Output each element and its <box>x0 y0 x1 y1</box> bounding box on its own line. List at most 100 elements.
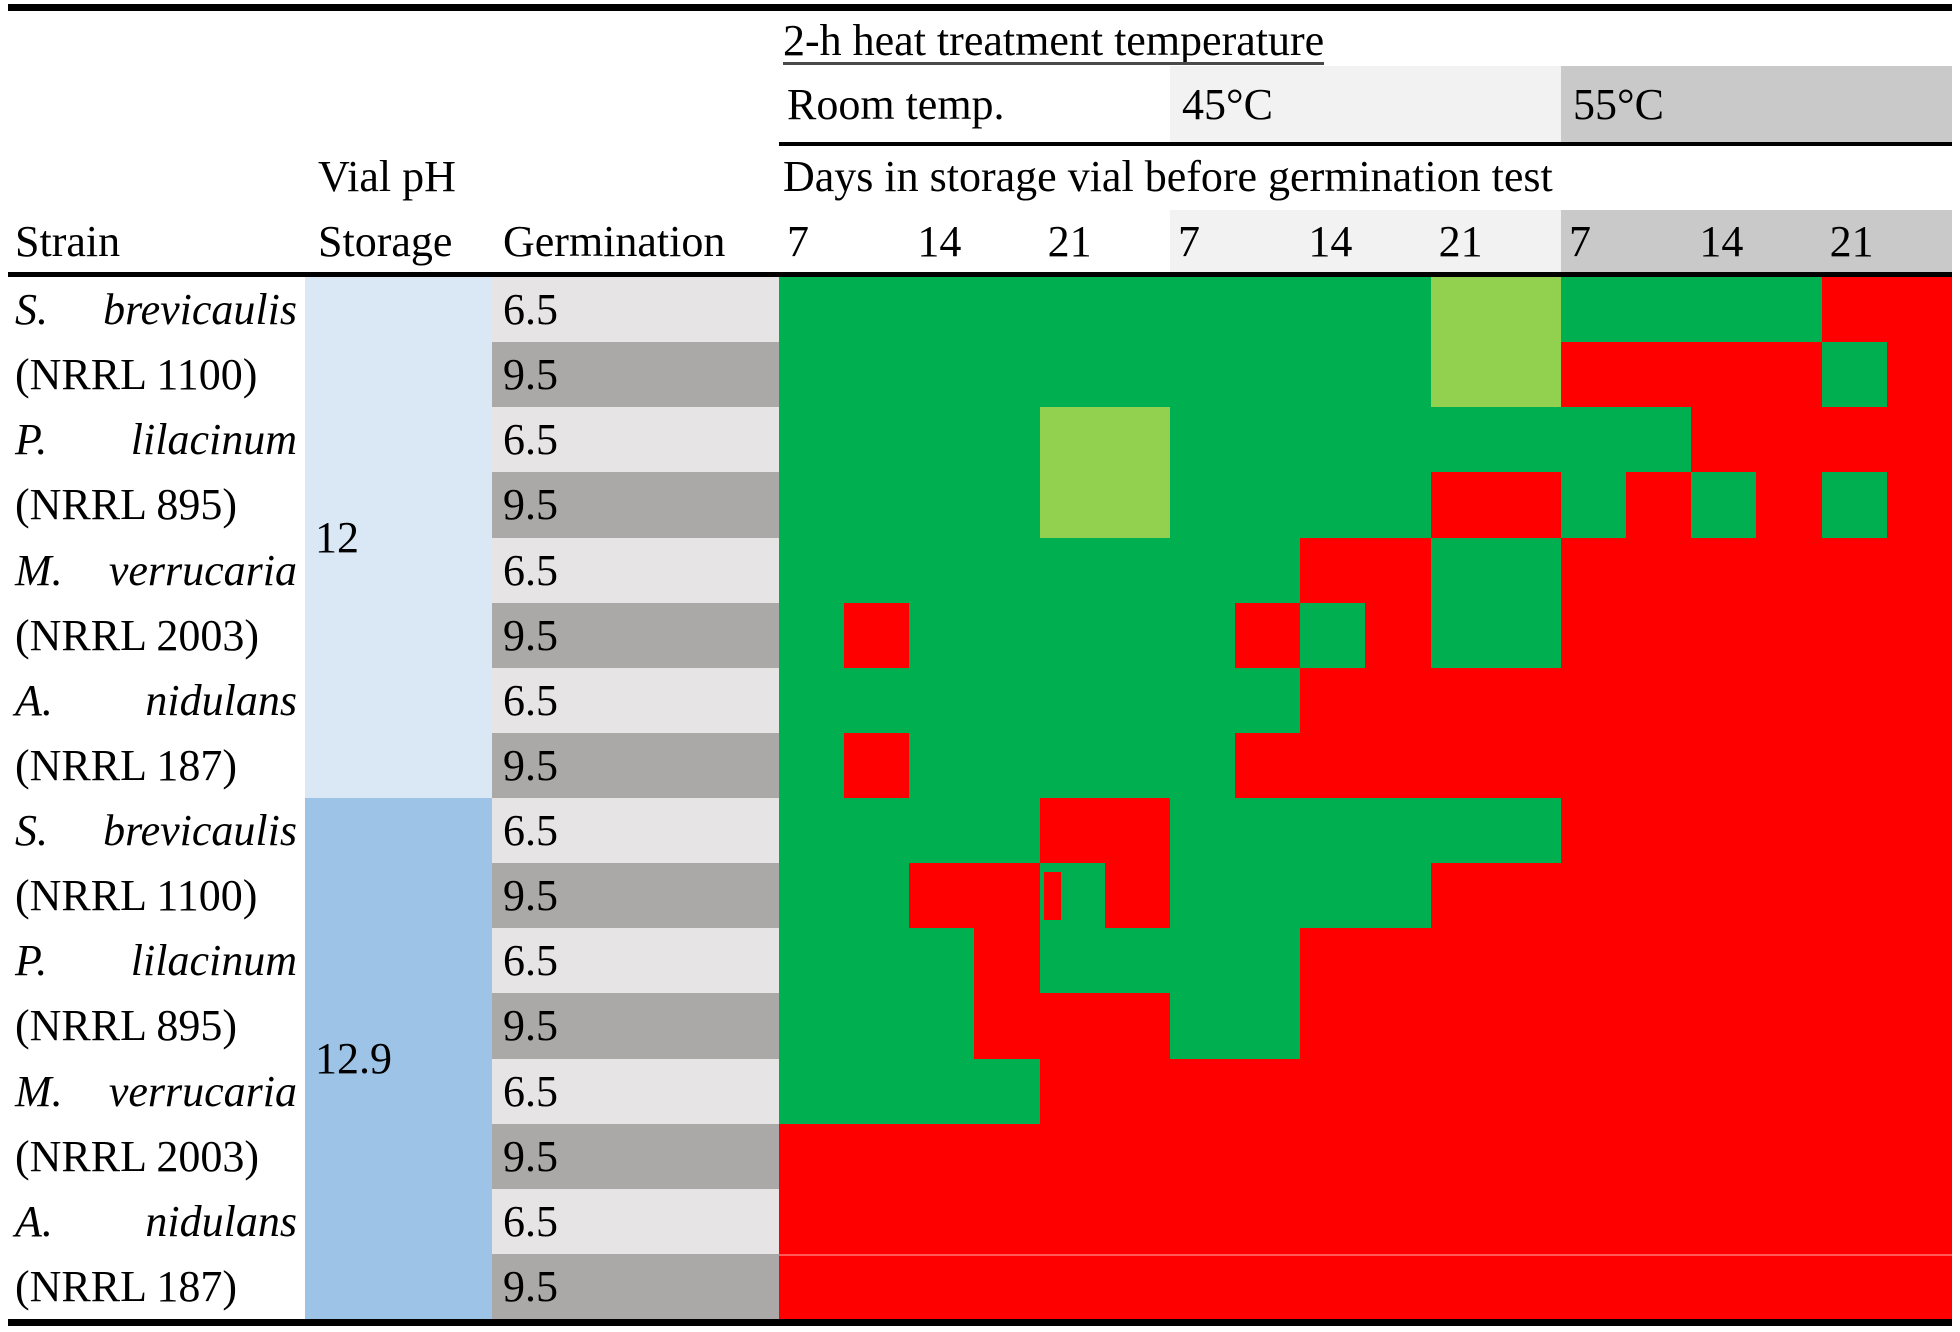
germination-ph-band: 6.5 <box>492 798 779 864</box>
strain-species-label: S. brevicaulis <box>8 277 297 342</box>
heatmap-cell <box>779 928 845 994</box>
strain-species-text: lilacinum <box>130 415 297 465</box>
heatmap-cell <box>1691 407 1757 473</box>
heatmap-cell <box>1365 1123 1431 1189</box>
heatmap-cell <box>1691 993 1757 1059</box>
heatmap-cell <box>1430 1058 1496 1124</box>
heatmap-cell <box>974 993 1040 1059</box>
heatmap-cell <box>1560 928 1627 994</box>
heatmap-cell <box>1235 537 1301 603</box>
heatmap-cell <box>1626 342 1692 408</box>
heatmap-cell <box>974 1188 1040 1254</box>
strain-species-label: A. nidulans <box>8 668 297 733</box>
strain-species-text: verrucaria <box>108 1066 297 1116</box>
strain-nrrl-label: (NRRL 187) <box>15 740 238 790</box>
heatmap-cell <box>1039 798 1105 864</box>
heatmap-cell <box>1104 602 1170 668</box>
heatmap-cell <box>1300 1188 1366 1254</box>
heatmap-cell <box>779 277 845 343</box>
heatmap-cell <box>1495 537 1561 603</box>
strain-species-label: P. lilacinum <box>8 928 297 993</box>
heatmap-cell <box>909 1123 975 1189</box>
heatmap-cell <box>1235 342 1301 408</box>
heatmap-cell <box>1756 863 1822 929</box>
temp-45-header-cell: 45°C <box>1170 66 1561 142</box>
heatmap-cell <box>1365 1253 1431 1319</box>
table-bottom-border <box>8 1319 1952 1326</box>
day-number-header: 7 <box>1568 216 1591 266</box>
heatmap-cell <box>1235 863 1301 929</box>
heatmap-cell <box>1691 1253 1757 1319</box>
day-number-header-row: 7 14 21 7 14 21 7 14 21 <box>779 210 1952 272</box>
heatmap-cell <box>1430 342 1496 408</box>
germination-ph-band: 9.5 <box>492 472 779 538</box>
heatmap-cell <box>1300 928 1366 994</box>
heatmap-cell <box>1821 667 1887 733</box>
heatmap-cell <box>1691 602 1757 668</box>
heatmap-cell <box>1495 342 1561 408</box>
heatmap-cell <box>1886 1188 1952 1254</box>
heatmap-cell <box>1626 1058 1692 1124</box>
heatmap-cell <box>1169 537 1236 603</box>
day-number-header: 14 <box>1308 216 1353 266</box>
heatmap-cell <box>1039 993 1105 1059</box>
heatmap-cell <box>1104 863 1170 929</box>
heatmap-cell <box>1691 277 1757 343</box>
heatmap-cell <box>1495 732 1561 798</box>
heatmap-cell <box>1821 1123 1887 1189</box>
heatmap-cell <box>1300 1058 1366 1124</box>
heatmap-cell <box>1039 472 1105 538</box>
heatmap-cell <box>1626 1253 1692 1319</box>
heatmap-cell <box>1300 863 1366 929</box>
heatmap-cell <box>909 602 975 668</box>
heatmap-cell <box>1560 407 1627 473</box>
heatmap-cell <box>1430 798 1496 864</box>
heatmap-cell <box>1560 863 1627 929</box>
heatmap-cell <box>1169 798 1236 864</box>
strain-species-label: M. verrucaria <box>8 538 297 603</box>
heatmap-cell <box>1560 602 1627 668</box>
heatmap-cell <box>1365 798 1431 864</box>
heatmap-cell <box>1495 798 1561 864</box>
heatmap-cell <box>1626 537 1692 603</box>
heatmap-cell <box>779 798 845 864</box>
heatmap-cell <box>1365 407 1431 473</box>
heatmap-cell <box>1169 342 1236 408</box>
heatmap-cell <box>1886 928 1952 994</box>
heatmap-cell <box>844 407 910 473</box>
heatmap-cell <box>1430 1253 1496 1319</box>
heatmap-cell <box>1300 798 1366 864</box>
heatmap-cell <box>1626 472 1692 538</box>
heatmap-cell <box>779 667 845 733</box>
germination-ph-band: 6.5 <box>492 928 779 994</box>
heatmap-cell <box>1821 993 1887 1059</box>
heatmap-cell <box>1691 732 1757 798</box>
heatmap-cell <box>1756 602 1822 668</box>
temp-45-label: 45°C <box>1182 79 1273 129</box>
heatmap-cell <box>1039 537 1105 603</box>
storage-ph-cell: 12 <box>305 277 492 798</box>
heatmap-cell <box>1039 407 1105 473</box>
strain-genus-text: M. <box>15 1066 63 1116</box>
heatmap-cell <box>844 732 910 798</box>
heatmap-cell <box>1430 277 1496 343</box>
heatmap-cell <box>909 537 975 603</box>
strain-species-text: nidulans <box>145 675 297 725</box>
germination-ph-band: 6.5 <box>492 537 779 603</box>
heatmap-cell <box>1169 993 1236 1059</box>
heatmap-cell <box>779 537 845 603</box>
heatmap-cell <box>1626 1188 1692 1254</box>
heatmap-cell <box>1300 993 1366 1059</box>
heatmap-cell <box>1691 863 1757 929</box>
heatmap-cell <box>1430 602 1496 668</box>
heatmap-cell <box>1235 928 1301 994</box>
germination-ph-band: 6.5 <box>492 667 779 733</box>
heatmap-cell <box>1756 928 1822 994</box>
heatmap-cell <box>844 537 910 603</box>
heatmap-cell <box>779 993 845 1059</box>
heatmap-cell <box>1756 1123 1822 1189</box>
heatmap-cell <box>779 407 845 473</box>
heatmap-cell <box>1300 602 1366 668</box>
heatmap-cell <box>1560 472 1627 538</box>
heatmap-cell <box>1560 1123 1627 1189</box>
